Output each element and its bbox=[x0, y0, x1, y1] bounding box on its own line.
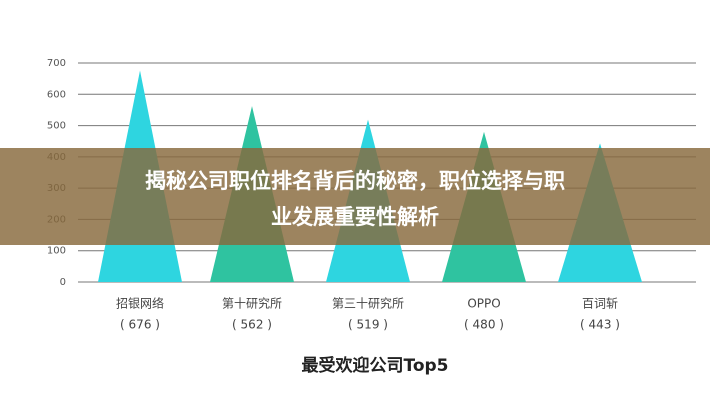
y-tick-label: 700 bbox=[47, 58, 66, 69]
value-label: ( 562 ) bbox=[232, 318, 272, 332]
banner-background bbox=[0, 148, 710, 245]
x-tick-label: 百词斩 bbox=[582, 297, 618, 311]
value-label: ( 676 ) bbox=[120, 318, 160, 332]
value-label: ( 443 ) bbox=[580, 318, 620, 332]
banner-text: 揭秘公司职位排名背后的秘密，职位选择与职 bbox=[145, 169, 565, 193]
value-label: ( 480 ) bbox=[464, 318, 504, 332]
y-tick-label: 500 bbox=[47, 121, 66, 132]
chart-title: 最受欢迎公司Top5 bbox=[301, 355, 448, 376]
x-tick-label: OPPO bbox=[467, 297, 500, 311]
x-tick-label: 第十研究所 bbox=[222, 296, 282, 311]
x-tick-label: 第三十研究所 bbox=[332, 296, 404, 311]
banner-text: 业发展重要性解析 bbox=[271, 205, 439, 229]
value-label: ( 519 ) bbox=[348, 318, 388, 332]
y-tick-label: 600 bbox=[47, 89, 66, 100]
y-tick-label: 100 bbox=[47, 246, 66, 257]
y-tick-label: 0 bbox=[60, 277, 66, 288]
x-tick-label: 招银网络 bbox=[116, 296, 164, 311]
